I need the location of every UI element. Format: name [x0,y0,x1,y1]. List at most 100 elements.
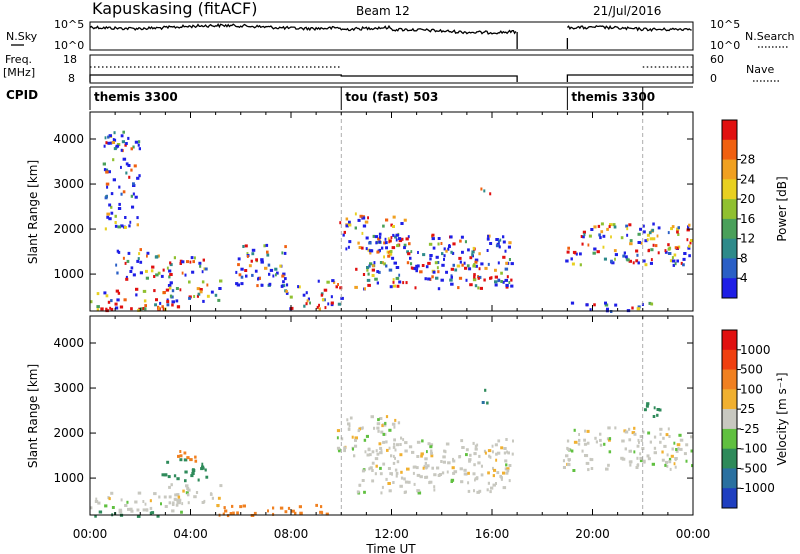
heatmap-cell [487,481,490,485]
heatmap-cell [159,301,162,305]
heatmap-cell [665,460,669,464]
heatmap-cell [136,176,140,180]
heatmap-cell [326,280,330,284]
heatmap-cell [184,479,187,483]
velocity-colorbar-label: Velocity [m s⁻¹] [775,372,789,465]
heatmap-cell [442,460,446,464]
heatmap-cell [368,241,372,245]
heatmap-cell [642,259,646,263]
heatmap-cell [123,226,127,229]
heatmap-cell [385,440,388,444]
heatmap-cell [381,246,384,250]
heatmap-cell [381,261,384,265]
heatmap-cell [419,270,423,274]
heatmap-cell [421,264,425,267]
heatmap-cell [452,263,455,267]
heatmap-cell [175,299,179,303]
heatmap-cell [352,447,354,451]
heatmap-cell [440,460,443,463]
heatmap-cell [255,258,258,262]
heatmap-cell [245,274,248,278]
velocity-y-ticks: 1000 2000 3000 4000 [53,336,693,485]
heatmap-cell [493,468,497,472]
power-colorbar-label: Power [dB] [775,176,789,241]
heatmap-cell [202,258,205,262]
heatmap-cell [199,264,202,268]
heatmap-cell [337,448,341,452]
heatmap-cell [165,288,170,292]
heatmap-cell [348,240,352,244]
colorbar-tick-label: 20 [740,192,755,206]
heatmap-cell [402,281,405,285]
heatmap-cell [690,449,693,453]
heatmap-cell [156,514,160,518]
heatmap-cell [636,444,640,448]
heatmap-cell [176,501,180,504]
heatmap-cell [98,510,103,514]
heatmap-cell [476,490,480,494]
heatmap-cell [683,452,687,456]
colorbar-cell [722,278,737,299]
heatmap-cell [635,466,639,469]
heatmap-cell [399,453,403,457]
heatmap-cell [566,250,570,254]
heatmap-cell [168,495,172,499]
heatmap-cell [490,486,494,490]
heatmap-cell [366,266,370,269]
heatmap-cell [320,505,323,509]
heatmap-cell [486,237,490,241]
heatmap-cell [629,242,633,246]
heatmap-cell [664,249,667,253]
heatmap-cell [613,225,617,229]
heatmap-cell [477,461,481,465]
heatmap-cell [495,244,499,248]
freq-label-2: [MHz] [3,66,35,79]
heatmap-cell [217,298,221,302]
heatmap-cell [224,509,228,513]
heatmap-cell [415,269,418,273]
heatmap-cell [609,223,613,227]
heatmap-cell [683,252,687,255]
heatmap-cell [237,257,241,261]
heatmap-cell [607,426,611,430]
heatmap-cell [134,140,139,144]
heatmap-cell [573,428,576,432]
heatmap-cell [260,258,264,262]
heatmap-cell [150,269,154,273]
heatmap-cell [484,451,487,455]
heatmap-cell [282,272,286,276]
heatmap-cell [175,287,179,290]
heatmap-cell [111,141,115,144]
heatmap-cell [472,246,475,250]
heatmap-cell [600,222,604,226]
heatmap-cell [113,147,117,151]
heatmap-cell [196,287,201,291]
heatmap-cell [155,298,158,302]
heatmap-cell [388,446,391,450]
heatmap-cell [510,278,513,282]
heatmap-cell [478,454,481,458]
heatmap-cell [639,227,643,231]
heatmap-cell [199,290,203,294]
heatmap-cell [622,254,625,258]
heatmap-cell [586,429,590,433]
heatmap-cell [379,472,383,476]
heatmap-cell [186,456,190,460]
heatmap-cell [354,436,358,440]
cpid-label: CPID [6,88,38,102]
heatmap-cell [677,245,681,249]
heatmap-cell [158,495,161,499]
heatmap-cell [497,240,500,244]
heatmap-cell [686,238,689,242]
heatmap-cell [366,453,370,457]
heatmap-cell [483,449,486,453]
heatmap-cell [391,472,393,476]
heatmap-cell [437,261,440,264]
heatmap-cell [512,439,514,443]
nsearch-tick-top: 10^5 [710,18,740,31]
heatmap-cell [665,433,669,437]
heatmap-cell [257,277,260,281]
heatmap-cell [581,242,584,246]
heatmap-cell [687,225,690,229]
power-colorbar-cells [722,120,737,299]
